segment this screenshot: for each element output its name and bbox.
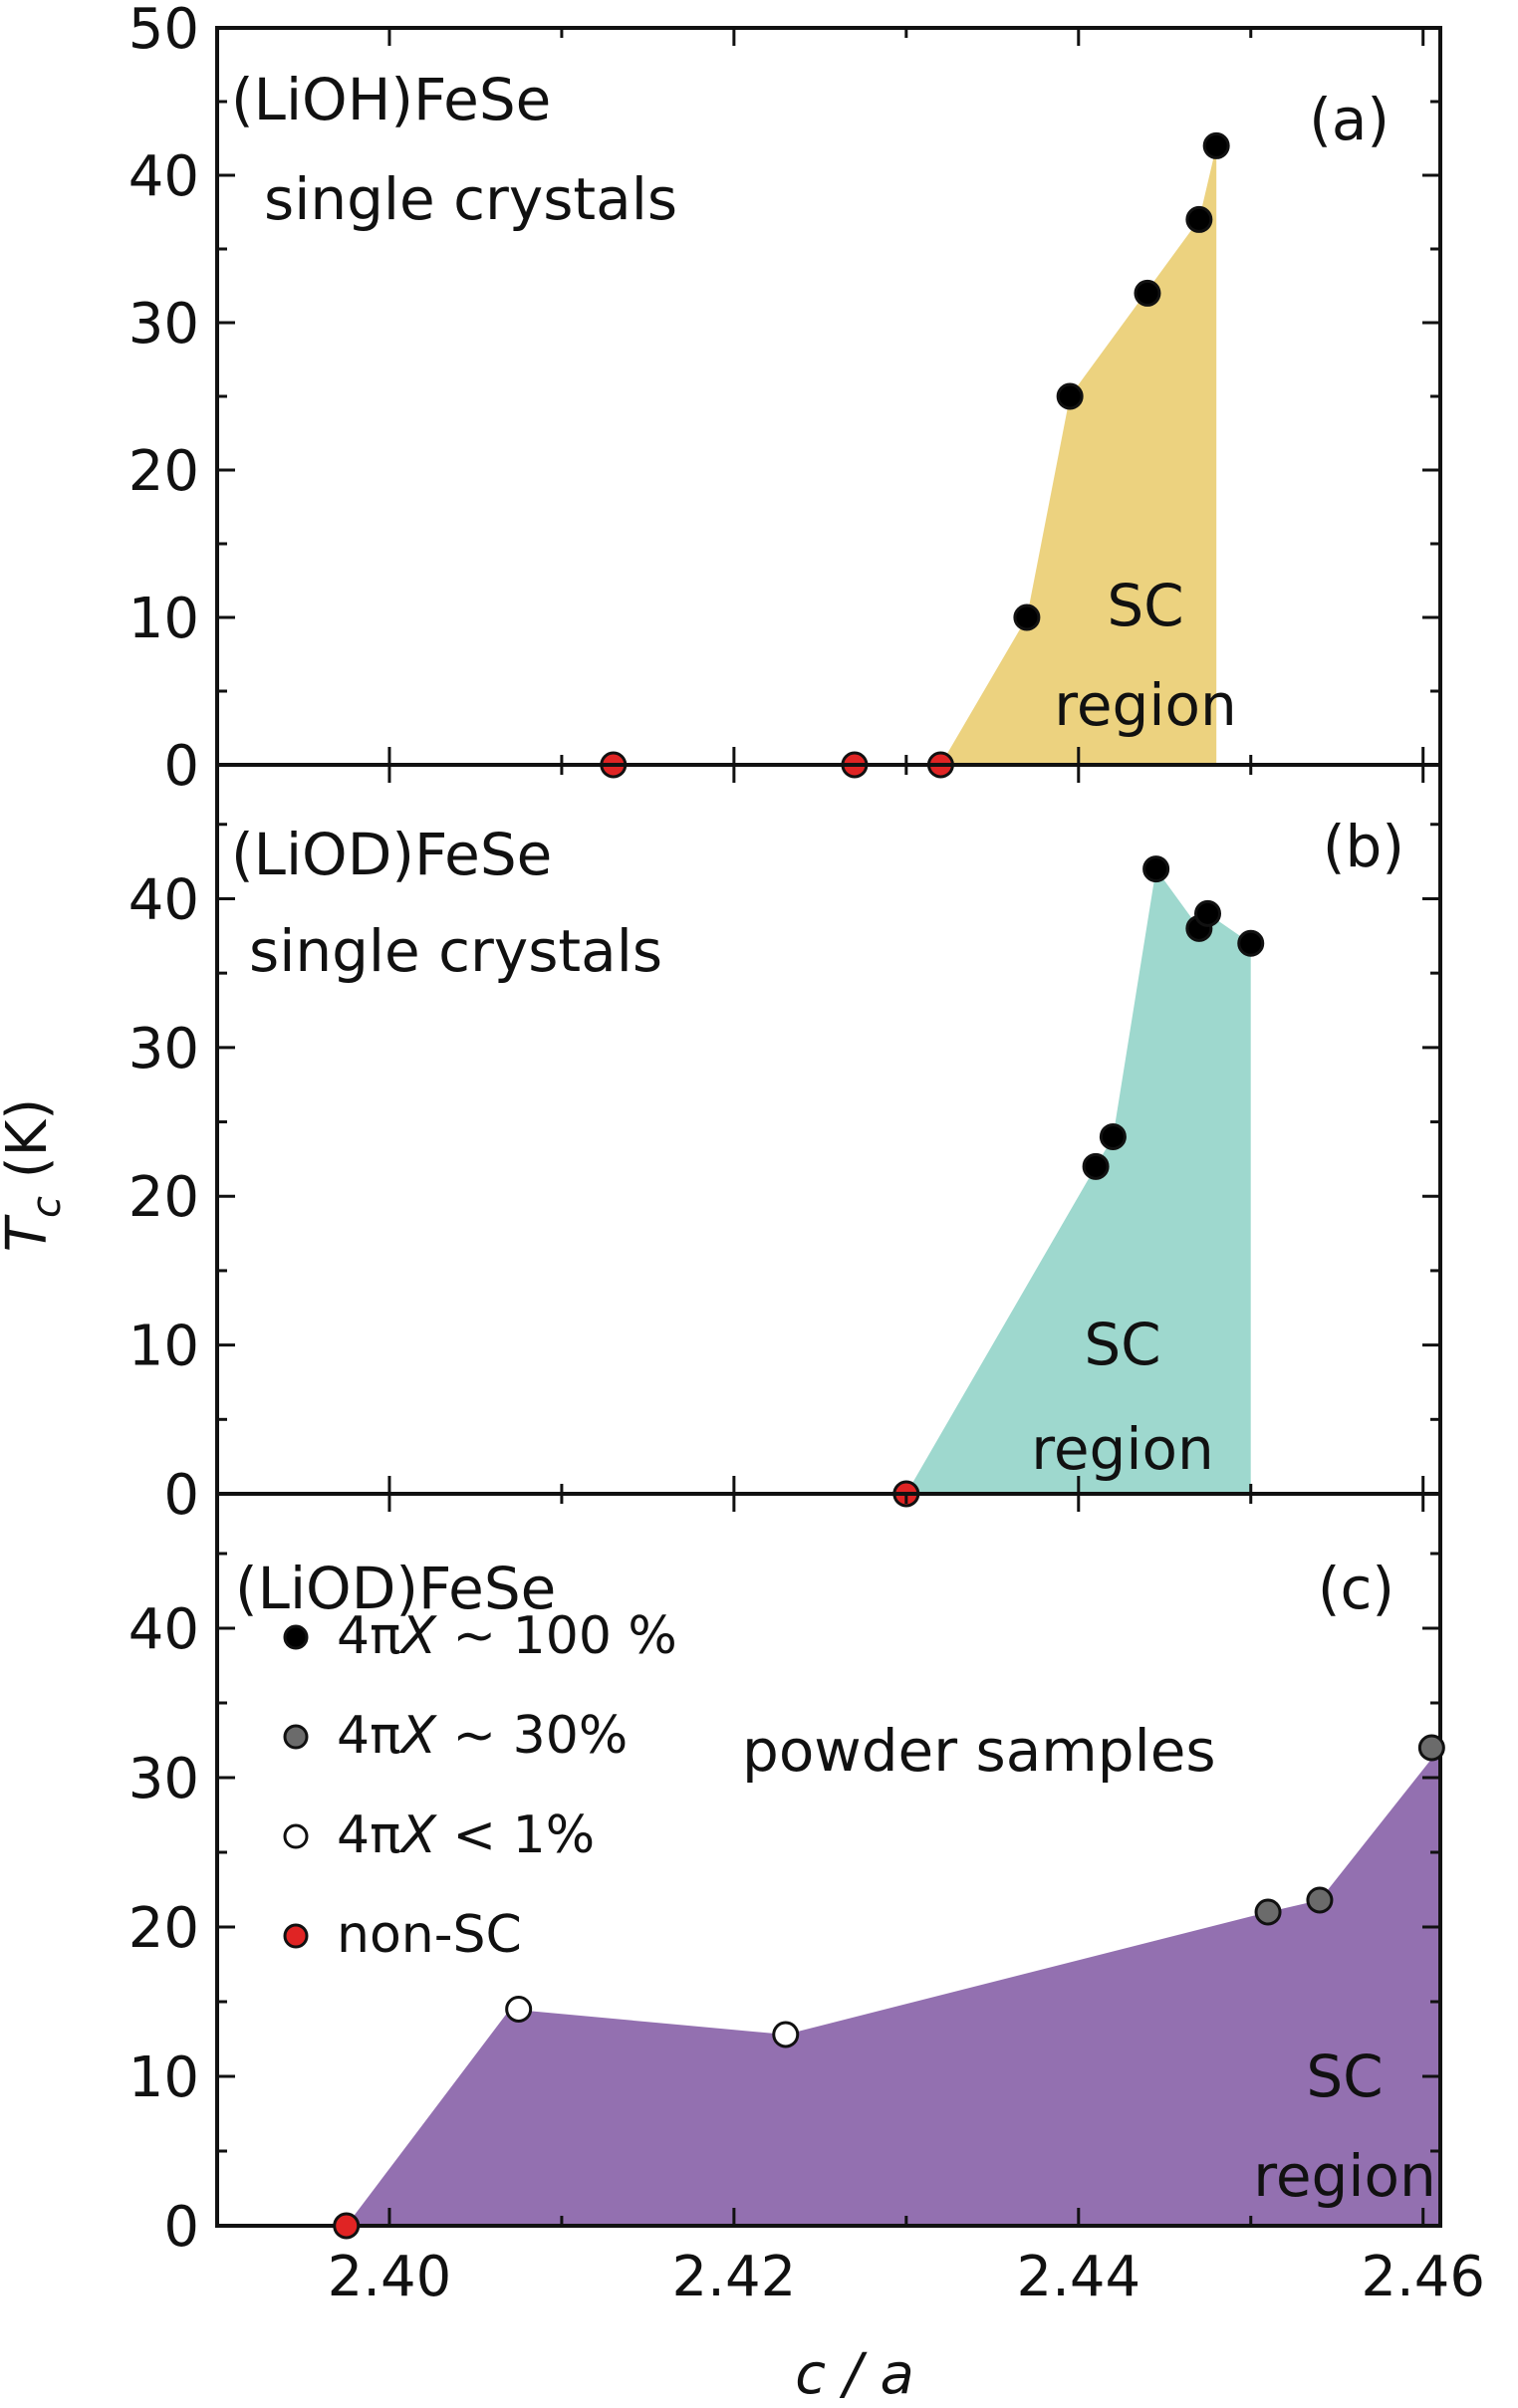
region-label: region <box>1054 671 1236 739</box>
x-tick-label: 2.42 <box>672 2245 797 2309</box>
panel-title: (LiOD)FeSe <box>235 1555 556 1622</box>
legend-label: 4πX < 1% <box>337 1806 595 1865</box>
data-point <box>505 1996 533 2023</box>
y-tick-label: 10 <box>128 1315 199 1379</box>
region-label: region <box>1253 2142 1435 2210</box>
legend-marker <box>283 1624 309 1650</box>
y-tick-label: 0 <box>163 2195 199 2260</box>
panel-1: 0 10 20 30 40 50 (LiOH)FeSe single crystals (a) S… <box>128 0 1442 799</box>
panel-subtitle: single crystals <box>249 917 662 985</box>
y-tick-label: 10 <box>128 587 199 651</box>
sc-region-fill <box>346 1748 1441 2226</box>
legend-label: 4πX ~ 30% <box>337 1706 628 1766</box>
x-tick-label: 2.40 <box>328 2245 452 2309</box>
region-label: SC <box>1084 1311 1160 1378</box>
y-tick-label: 20 <box>128 439 199 504</box>
legend-marker <box>283 1724 309 1750</box>
data-point <box>1142 855 1170 883</box>
data-point <box>1254 1898 1282 1926</box>
y-tick-label: 20 <box>128 1896 199 1961</box>
x-axis-title: c / a <box>795 2342 914 2407</box>
data-point <box>1417 1734 1445 1762</box>
panel-label: (a) <box>1309 86 1390 153</box>
panel-3: 0 10 20 30 40 2.40 2.42 2.44 2.46 (LiOD)FeSe powde… <box>128 1492 1485 2309</box>
y-tick-label: 50 <box>128 0 199 62</box>
data-point <box>772 2021 800 2048</box>
data-point <box>1237 929 1265 957</box>
legend-label: non-SC <box>337 1905 522 1965</box>
panel-2: 0 10 20 30 40 (LiOD)FeSe single crystals (b) SC r… <box>128 763 1442 1528</box>
y-tick-label: 20 <box>128 1165 199 1230</box>
data-point <box>1082 1152 1110 1180</box>
data-point <box>1056 382 1084 410</box>
data-point <box>1013 603 1041 631</box>
data-point <box>1194 899 1222 927</box>
y-tick-label: 40 <box>128 867 199 932</box>
region-label: region <box>1031 1415 1213 1483</box>
data-point <box>1185 205 1213 233</box>
y-tick-label: 0 <box>163 1463 199 1528</box>
legend-marker <box>283 1923 309 1949</box>
panels: 0 10 20 30 40 50 (LiOH)FeSe single crystals (a) S… <box>128 0 1485 2309</box>
x-tick-label: 2.46 <box>1361 2245 1485 2309</box>
panel-subtitle: powder samples <box>742 1717 1216 1785</box>
data-point <box>333 2212 361 2240</box>
panel-label: (c) <box>1318 1555 1394 1622</box>
legend-label: 4πX ~ 100 % <box>337 1606 677 1666</box>
data-point <box>1099 1122 1127 1150</box>
data-point <box>1202 131 1230 159</box>
sc-region-fill <box>905 868 1251 1494</box>
legend: 4πX ~ 100 % 4πX ~ 30% 4πX < 1% non-SC <box>283 1606 677 1965</box>
region-label: SC <box>1306 2043 1383 2110</box>
y-tick-label: 30 <box>128 1017 199 1082</box>
legend-marker <box>283 1823 309 1849</box>
panel-title: (LiOD)FeSe <box>231 821 552 888</box>
y-tick-label: 40 <box>128 1597 199 1662</box>
data-point <box>1134 279 1161 307</box>
y-tick-label: 0 <box>163 734 199 799</box>
y-tick-label: 30 <box>128 1747 199 1811</box>
region-label: SC <box>1107 572 1183 639</box>
y-tick-label: 40 <box>128 144 199 209</box>
plot-frame <box>215 1492 1442 2228</box>
y-tick-label: 10 <box>128 2046 199 2110</box>
data-point <box>1306 1886 1334 1914</box>
panel-subtitle: single crystals <box>264 165 677 233</box>
plot-frame <box>215 26 1442 767</box>
y-tick-label: 30 <box>128 292 199 357</box>
x-tick-label: 2.44 <box>1016 2245 1140 2309</box>
panel-title: (LiOH)FeSe <box>231 66 551 133</box>
y-axis-title: Tc (K) <box>0 1098 70 1252</box>
panel-label: (b) <box>1323 813 1404 880</box>
